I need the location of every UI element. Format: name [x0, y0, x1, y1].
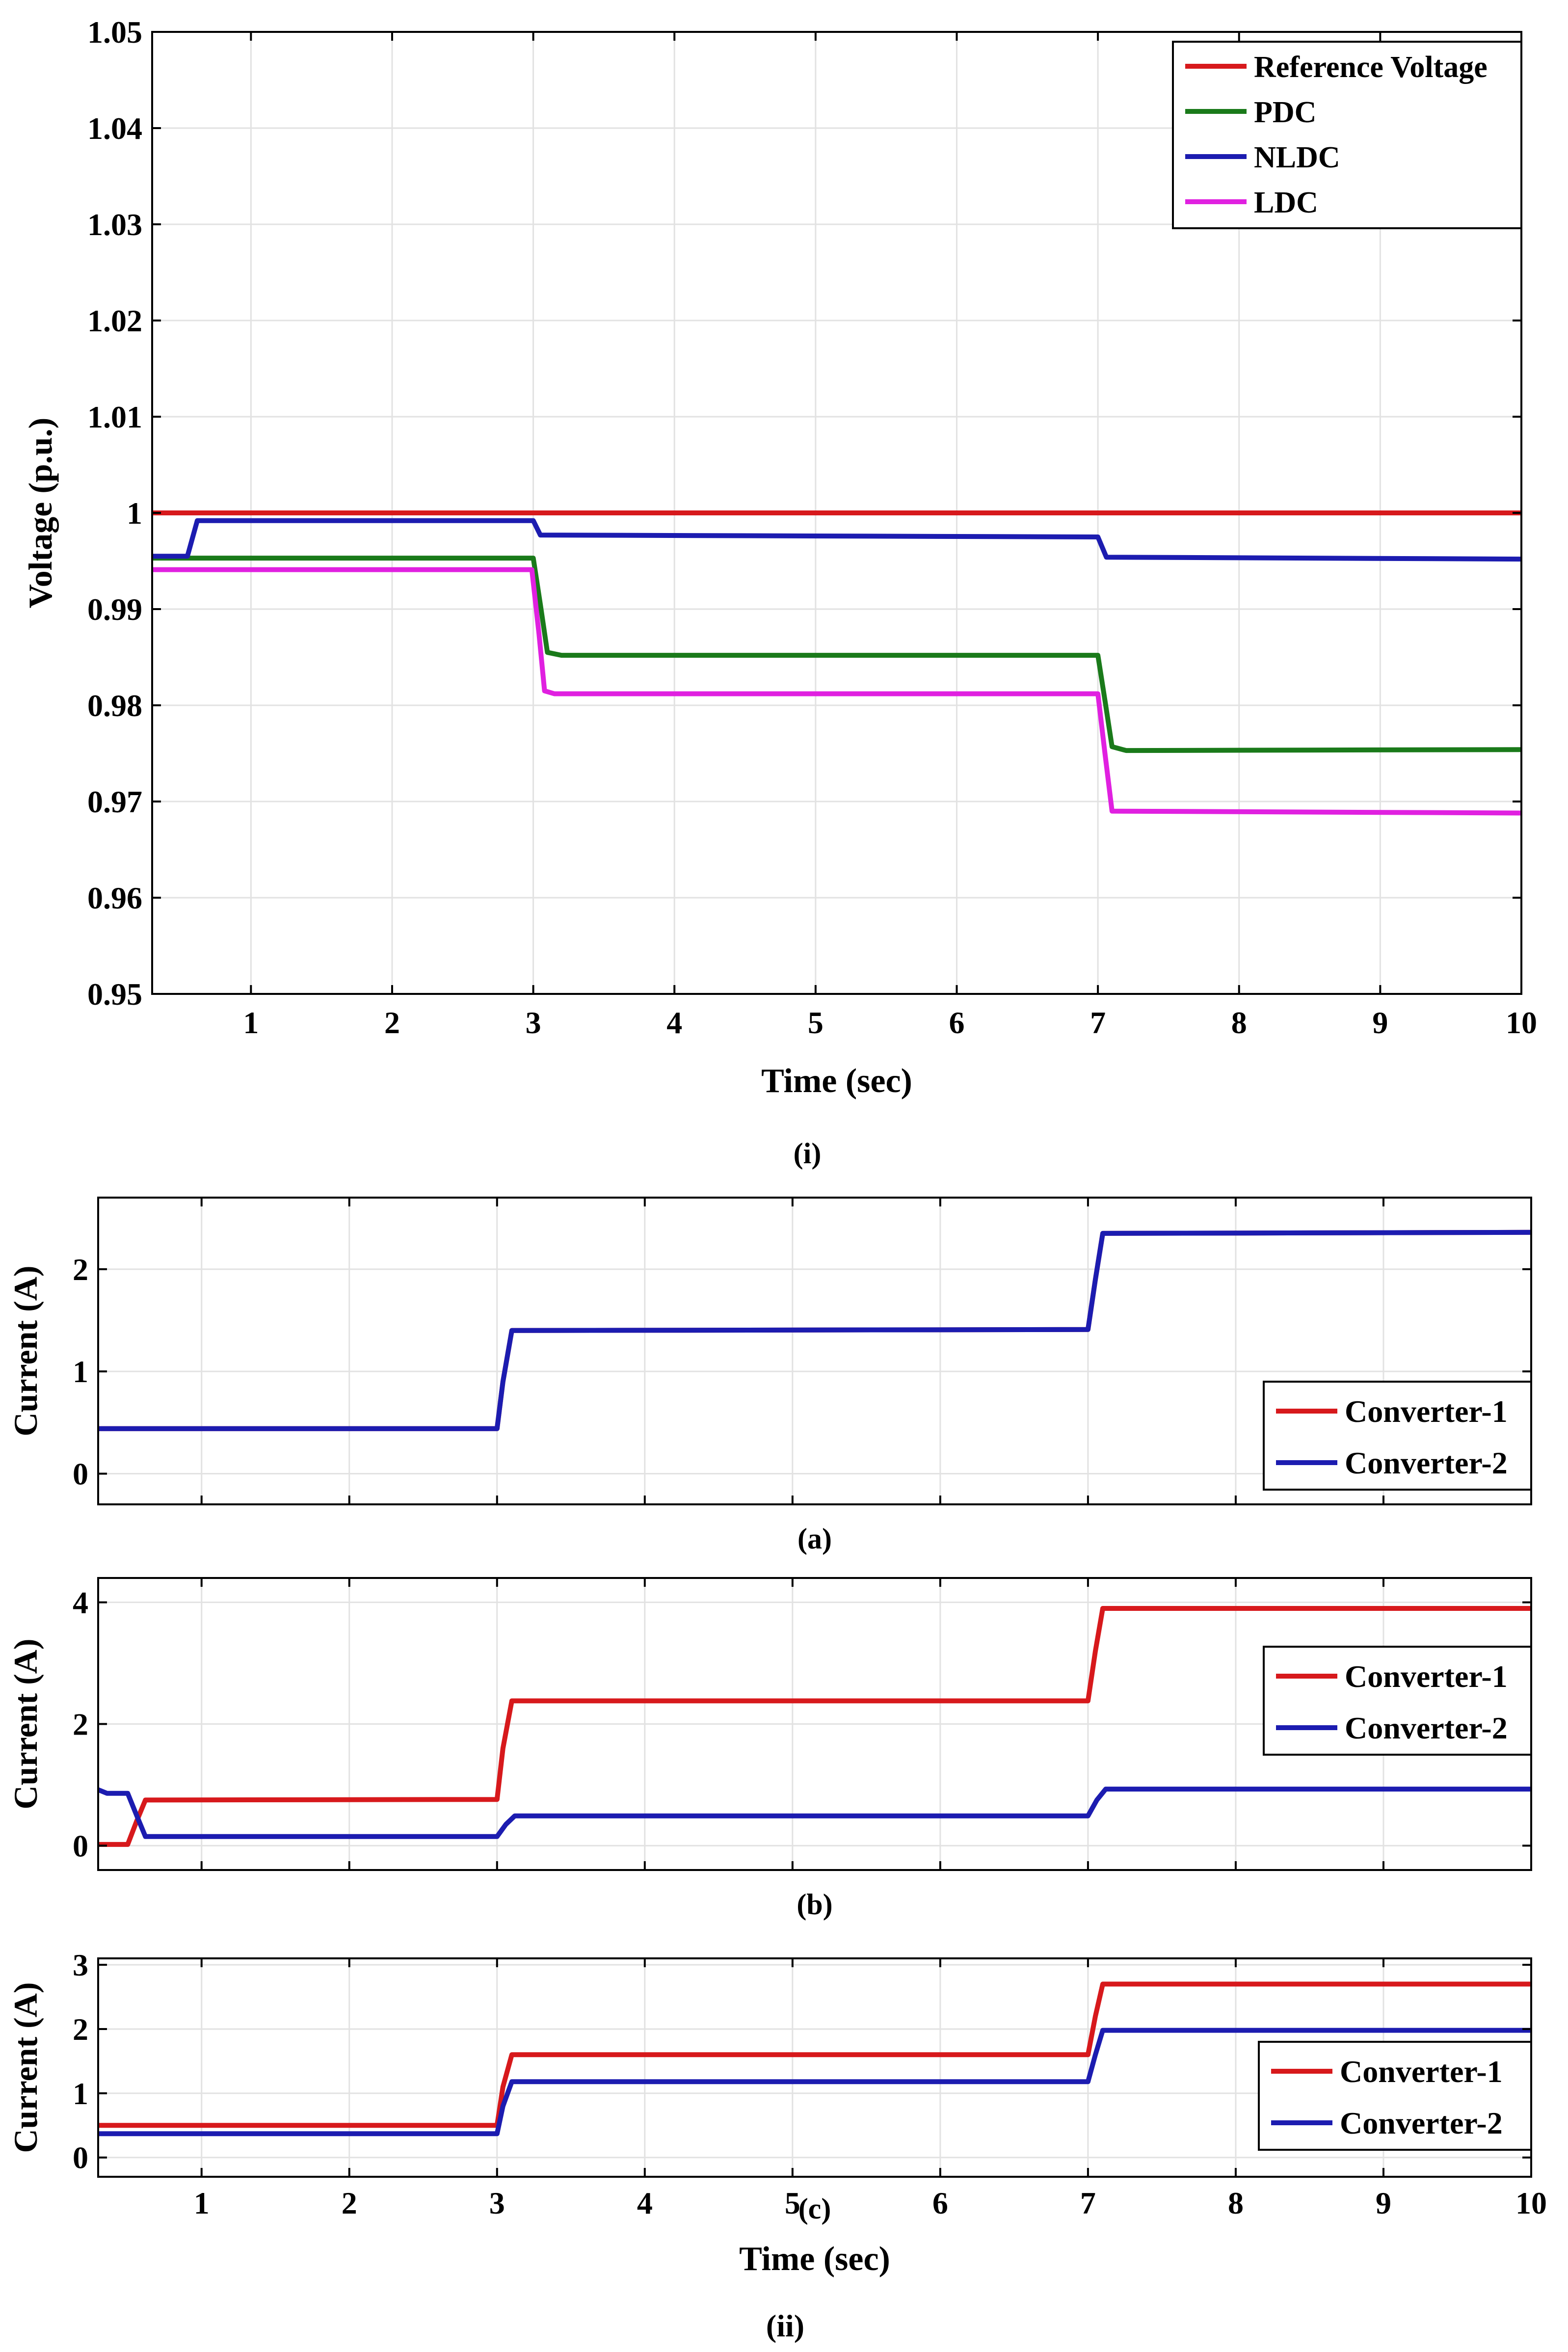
legend-label: Converter-2: [1340, 2106, 1503, 2140]
x-tick-label: 1: [243, 1005, 259, 1040]
legend-label: Reference Voltage: [1254, 51, 1488, 84]
y-tick-label: 1.01: [87, 400, 142, 434]
y-tick-label: 2: [73, 2012, 88, 2047]
legend-box: [1263, 1381, 1532, 1491]
x-tick-label: 1: [194, 2186, 210, 2220]
legend-label: Converter-2: [1345, 1445, 1508, 1480]
x-axis-label: Time (sec): [761, 1062, 912, 1100]
x-tick-label: 6: [949, 1005, 964, 1040]
chart-caption: (c): [798, 2192, 831, 2225]
x-tick-label: 5: [808, 1005, 824, 1040]
x-tick-label: 4: [637, 2186, 653, 2220]
x-tick-label: 6: [932, 2186, 948, 2220]
x-tick-label: 10: [1506, 1005, 1537, 1040]
x-tick-label: 3: [489, 2186, 505, 2220]
y-tick-label: 0.98: [87, 688, 142, 723]
series-line-converter-2: [98, 1229, 1532, 1431]
legend-box: [1172, 41, 1522, 229]
series-line-pdc: [152, 556, 1522, 753]
series-line-converter-2: [98, 2028, 1531, 2137]
y-tick-label: 1: [73, 1354, 88, 1389]
y-tick-label: 1: [73, 2076, 88, 2111]
y-axis-label: Current (A): [7, 1638, 44, 1809]
series-line-nldc: [152, 518, 1522, 562]
y-tick-label: 0: [73, 1828, 88, 1863]
y-axis-label: Current (A): [7, 1982, 44, 2153]
legend: Converter-1 Converter-2: [1258, 2041, 1532, 2151]
y-tick-label: 1: [127, 496, 142, 531]
series-line-converter-2: [97, 1787, 1531, 1839]
series-line-converter-1: [98, 1606, 1531, 1847]
x-tick-label: 3: [526, 1005, 541, 1040]
plot-area: [97, 1197, 1532, 1505]
y-tick-label: 2: [73, 1252, 88, 1287]
y-tick-label: 0.99: [87, 592, 142, 627]
legend: Reference Voltage PDC NLDC LDC: [1172, 41, 1522, 229]
y-tick-label: 1.05: [87, 15, 142, 50]
y-tick-label: 0: [73, 2140, 88, 2175]
legend-label: LDC: [1254, 186, 1318, 219]
y-tick-label: 3: [73, 1948, 88, 1982]
y-axis-label: Current (A): [7, 1265, 44, 1436]
chart-caption: (a): [797, 1523, 832, 1555]
legend: Converter-1 Converter-2: [1263, 1646, 1532, 1756]
legend-label: Converter-1: [1345, 1659, 1508, 1694]
legend-box: [1263, 1646, 1532, 1756]
y-axis-label: Voltage (p.u.): [22, 418, 59, 609]
x-tick-label: 10: [1515, 2186, 1547, 2220]
x-tick-label: 9: [1372, 1005, 1388, 1040]
y-tick-label: 4: [73, 1585, 88, 1620]
legend-label: Converter-1: [1345, 1394, 1508, 1429]
y-tick-label: 0: [73, 1457, 88, 1492]
figure-caption-ii: (ii): [766, 2308, 804, 2343]
x-tick-label: 8: [1231, 1005, 1247, 1040]
legend-label: Converter-2: [1345, 1711, 1508, 1745]
y-tick-label: 1.04: [87, 111, 142, 146]
y-tick-label: 0.95: [87, 977, 142, 1012]
x-tick-label: 7: [1090, 1005, 1106, 1040]
current-chart-a: 0 1 2 Current (A) (a) Converter-1 Converter-2: [7, 1197, 1532, 1555]
x-tick-label: 5: [785, 2186, 800, 2220]
legend: Converter-1 Converter-2: [1263, 1381, 1532, 1491]
chart-caption: (i): [794, 1137, 822, 1170]
x-tick-label: 8: [1228, 2186, 1244, 2220]
legend-label: PDC: [1254, 96, 1316, 129]
x-tick-label: 9: [1376, 2186, 1391, 2220]
voltage-chart: 1 2 3 4 5 6 7 8 9 10 0.95 0.96 0.97 0.98 0.99 1 1.01 1.02…: [22, 15, 1537, 1170]
current-chart-c: 1 2 3 4 5 6 7 8 9 10 0 1 2 3 Current (A) Time (sec) (c) C…: [7, 1948, 1547, 2278]
y-tick-label: 2: [73, 1707, 88, 1742]
x-tick-label: 7: [1080, 2186, 1096, 2220]
y-tick-label: 0.96: [87, 881, 142, 915]
y-tick-label: 1.03: [87, 207, 142, 242]
series-line-ldc: [152, 567, 1522, 816]
x-tick-label: 2: [384, 1005, 400, 1040]
legend-label: Converter-1: [1340, 2054, 1503, 2089]
legend-label: NLDC: [1254, 141, 1340, 174]
y-tick-label: 1.02: [87, 303, 142, 338]
current-chart-b: 0 2 4 Current (A) (b) Converter-1 Converter-2: [7, 1577, 1532, 1921]
chart-caption: (b): [797, 1888, 832, 1921]
x-axis-label: Time (sec): [739, 2240, 890, 2278]
y-tick-label: 0.97: [87, 784, 142, 819]
x-tick-label: 2: [342, 2186, 357, 2220]
x-tick-label: 4: [666, 1005, 682, 1040]
legend-box: [1258, 2041, 1532, 2151]
